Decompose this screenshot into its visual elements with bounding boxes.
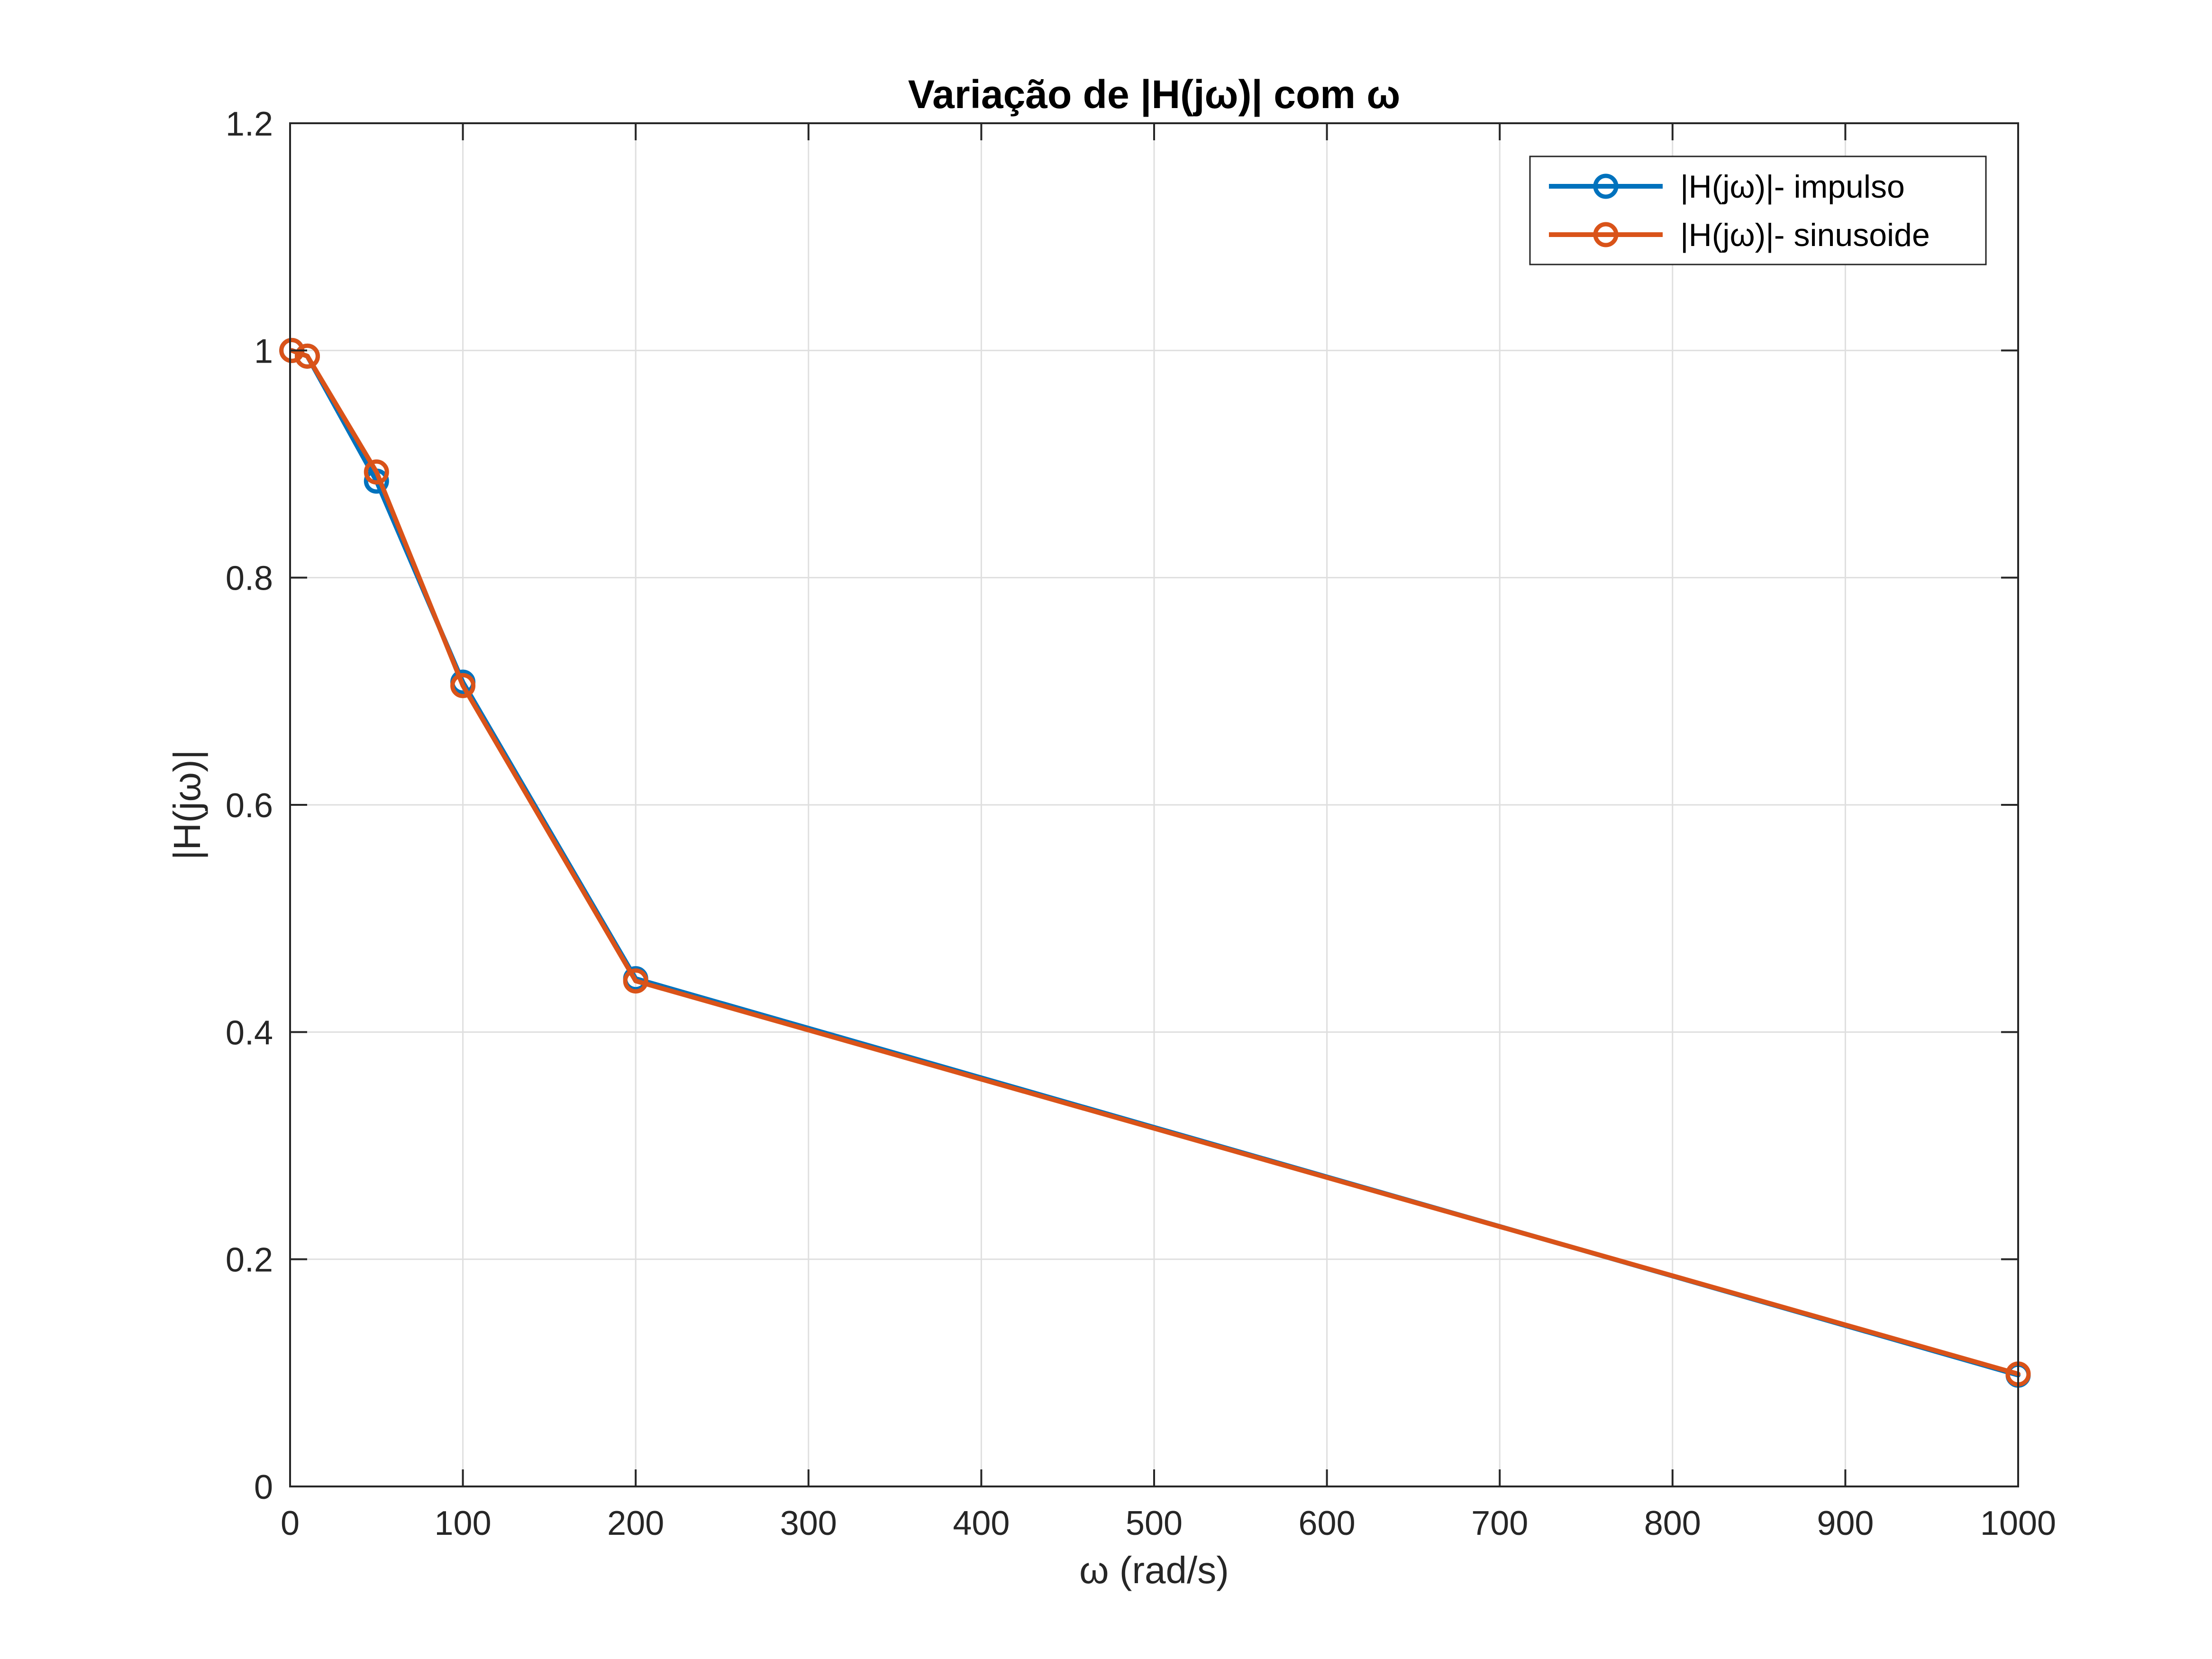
x-tick-label: 500 (1126, 1504, 1183, 1542)
x-tick-label: 700 (1471, 1504, 1528, 1542)
grid (290, 123, 2018, 1486)
data-point (623, 968, 648, 994)
x-tick-label: 300 (780, 1504, 837, 1542)
legend-entry-impulso[interactable]: |H(jω)|- impulso (1549, 169, 1905, 205)
x-tick-label: 800 (1644, 1504, 1701, 1542)
x-tick-label: 900 (1817, 1504, 1874, 1542)
chart-title: Variação de |H(jω)| com ω (908, 72, 1401, 117)
x-tick-label: 600 (1299, 1504, 1356, 1542)
y-tick-label: 0.8 (226, 560, 273, 598)
x-axis-label: ω (rad/s) (1079, 1549, 1229, 1591)
y-tick-label: 0 (254, 1468, 273, 1506)
legend-label-impulso: |H(jω)|- impulso (1680, 169, 1905, 205)
x-tick-label: 400 (953, 1504, 1010, 1542)
ticks (289, 122, 2019, 1487)
y-tick-label: 0.6 (226, 787, 273, 825)
legend[interactable]: |H(jω)|- impulso |H(jω)|- sinusoide (1529, 155, 1987, 265)
legend-marker-impulso (1593, 173, 1619, 199)
legend-marker-sinusoide (1593, 222, 1619, 247)
data-point (294, 343, 320, 369)
y-tick-label: 1 (254, 332, 273, 370)
data-point (450, 673, 476, 698)
tick-labels: 0 100 200 300 400 500 600 700 800 900 1000 0 0.2 0.4 0… (226, 105, 2056, 1542)
y-tick-label: 0.2 (226, 1241, 273, 1279)
x-tick-label: 200 (607, 1504, 664, 1542)
x-tick-label: 0 (281, 1504, 300, 1542)
legend-label-sinusoide: |H(jω)|- sinusoide (1680, 217, 1930, 253)
data-point (364, 459, 389, 485)
series-line (289, 348, 2021, 1376)
x-tick-label: 100 (435, 1504, 492, 1542)
x-tick-label: 1000 (1980, 1504, 2056, 1542)
y-axis-label: |H(jω)| (166, 750, 208, 860)
y-tick-label: 1.2 (226, 105, 273, 143)
y-tick-label: 0.4 (226, 1014, 273, 1052)
legend-entry-sinusoide[interactable]: |H(jω)|- sinusoide (1549, 217, 1930, 253)
